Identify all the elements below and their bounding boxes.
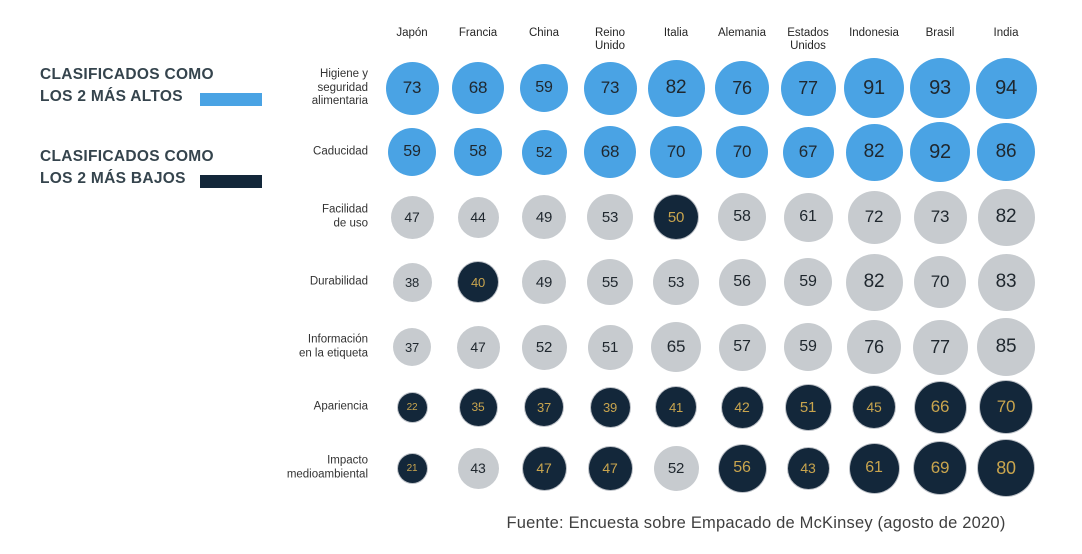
bubble: 51 bbox=[587, 324, 633, 370]
bubble: 76 bbox=[715, 61, 769, 115]
bubble: 59 bbox=[388, 128, 436, 176]
bubble: 72 bbox=[847, 190, 901, 244]
bubble: 57 bbox=[718, 323, 766, 371]
bubble: 70 bbox=[650, 126, 702, 178]
legend-entry-lowest: CLASIFICADOS COMO LOS 2 MÁS BAJOS bbox=[40, 146, 340, 190]
bubble: 77 bbox=[912, 319, 968, 375]
bubble: 73 bbox=[583, 61, 637, 115]
bubble: 76 bbox=[847, 320, 901, 374]
bubble: 73 bbox=[385, 61, 439, 115]
bubble: 49 bbox=[522, 195, 566, 239]
column-header: Alemania bbox=[718, 27, 766, 39]
bubble: 80 bbox=[978, 440, 1034, 496]
bubble: 82 bbox=[845, 123, 903, 181]
bubble: 40 bbox=[458, 262, 498, 302]
bubble: 82 bbox=[647, 59, 705, 117]
row-label: Facilidad de uso bbox=[321, 203, 368, 230]
row-label: Información en la etiqueta bbox=[298, 333, 368, 360]
bubble: 68 bbox=[452, 62, 504, 114]
bubble: 70 bbox=[914, 256, 966, 308]
column-header: Indonesia bbox=[849, 27, 899, 39]
bubble: 22 bbox=[397, 392, 427, 422]
column-header: Japón bbox=[396, 27, 428, 39]
source-caption: Fuente: Encuesta sobre Empacado de McKin… bbox=[506, 514, 1006, 532]
bubble: 43 bbox=[787, 447, 829, 489]
bubble: 61 bbox=[849, 443, 899, 493]
legend-entry-highest: CLASIFICADOS COMO LOS 2 MÁS ALTOS bbox=[40, 64, 340, 108]
row-label: Durabilidad bbox=[309, 275, 368, 288]
bubble: 59 bbox=[784, 258, 832, 306]
bubble: 52 bbox=[653, 445, 699, 491]
bubble: 47 bbox=[588, 446, 632, 490]
bubble: 47 bbox=[522, 446, 566, 490]
bubble: 65 bbox=[651, 322, 701, 372]
bubble: 82 bbox=[845, 253, 903, 311]
bubble: 91 bbox=[844, 58, 904, 118]
bubble: 39 bbox=[590, 387, 630, 427]
bubble: 83 bbox=[977, 253, 1035, 311]
bubble: 66 bbox=[914, 381, 966, 433]
legend-highest-line1: CLASIFICADOS COMO bbox=[40, 66, 214, 83]
bubble: 37 bbox=[393, 328, 431, 366]
bubble: 85 bbox=[977, 318, 1035, 376]
column-header: China bbox=[528, 27, 560, 39]
bubble: 93 bbox=[910, 58, 970, 118]
bubble: 70 bbox=[980, 381, 1032, 433]
bubble: 59 bbox=[784, 323, 832, 371]
bubble: 43 bbox=[457, 447, 499, 489]
bubble: 56 bbox=[718, 444, 766, 492]
row-label: Higiene y seguridad alimentaria bbox=[311, 67, 368, 107]
legend-lowest-line2: LOS 2 MÁS BAJOS bbox=[40, 170, 186, 187]
column-header: Francia bbox=[458, 27, 498, 39]
bubble: 53 bbox=[653, 259, 699, 305]
legend-lowest-swatch bbox=[200, 175, 262, 188]
bubble: 68 bbox=[584, 126, 636, 178]
row-label: Apariencia bbox=[313, 400, 368, 413]
legend-highest-line2: LOS 2 MÁS ALTOS bbox=[40, 88, 183, 105]
bubble: 69 bbox=[914, 442, 966, 494]
bubble: 53 bbox=[587, 194, 633, 240]
bubble: 47 bbox=[390, 195, 434, 239]
bubble: 41 bbox=[656, 387, 696, 427]
bubble: 50 bbox=[654, 195, 698, 239]
bubble: 56 bbox=[718, 258, 766, 306]
bubble: 55 bbox=[587, 259, 633, 305]
bubble: 35 bbox=[459, 388, 497, 426]
bubble: 67 bbox=[782, 126, 834, 178]
column-header: Reino Unido bbox=[594, 27, 626, 52]
bubble: 61 bbox=[783, 192, 833, 242]
bubble: 45 bbox=[853, 386, 895, 428]
bubble: 73 bbox=[913, 190, 967, 244]
bubble: 70 bbox=[716, 126, 768, 178]
bubble: 58 bbox=[454, 128, 502, 176]
column-header: India bbox=[993, 27, 1019, 39]
legend-lowest-line1: CLASIFICADOS COMO bbox=[40, 148, 214, 165]
bubble: 52 bbox=[521, 324, 567, 370]
column-header: Estados Unidos bbox=[787, 27, 829, 52]
bubble: 42 bbox=[721, 386, 763, 428]
bubble: 47 bbox=[456, 325, 500, 369]
bubble: 51 bbox=[785, 384, 831, 430]
bubble: 21 bbox=[397, 453, 427, 483]
bubble: 49 bbox=[522, 260, 566, 304]
bubble: 59 bbox=[520, 64, 568, 112]
row-label: Caducidad bbox=[313, 145, 368, 158]
bubble: 44 bbox=[457, 196, 499, 238]
row-label: Impacto medioambiental bbox=[286, 454, 368, 481]
legend-highest-swatch bbox=[200, 93, 262, 106]
bubble: 38 bbox=[392, 262, 432, 302]
bubble: 77 bbox=[780, 60, 836, 116]
bubble: 94 bbox=[975, 57, 1037, 119]
bubble: 92 bbox=[910, 122, 970, 182]
bubble: 52 bbox=[521, 129, 567, 175]
bubble: 86 bbox=[977, 123, 1035, 181]
column-header: Brasil bbox=[925, 27, 955, 39]
bubble: 58 bbox=[718, 193, 766, 241]
bubble: 82 bbox=[977, 188, 1035, 246]
bubble: 37 bbox=[525, 388, 563, 426]
column-header: Italia bbox=[663, 27, 689, 39]
